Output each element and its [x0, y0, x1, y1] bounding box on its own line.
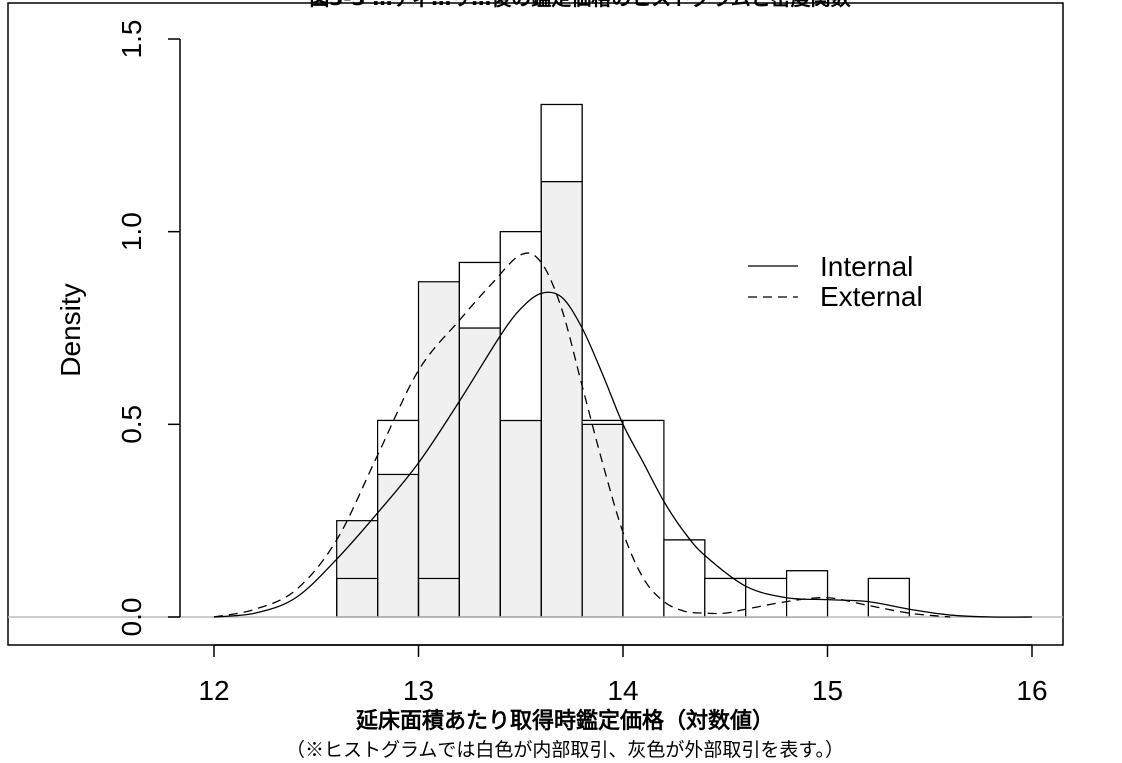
bar-internal-top [540, 103, 583, 183]
bar-internal-top [704, 577, 747, 618]
y-tick-label: 0.5 [116, 405, 147, 444]
legend-label-external: External [820, 281, 923, 312]
y-tick-label: 1.5 [116, 20, 147, 59]
bar-internal-top [377, 419, 420, 476]
bars-external [336, 180, 624, 618]
density-curve-internal [213, 291, 1033, 618]
x-tick-label: 13 [403, 675, 434, 706]
chart-title: 図3-3 …ティ…リ…後の鑑定価格のヒストグラムと密度関数 [309, 0, 851, 10]
bar-external [581, 423, 624, 618]
bar-external [377, 473, 420, 618]
bar-internal-top [785, 570, 829, 618]
x-axis-note: （※ヒストグラムでは白色が内部取引、灰色が外部取引を表す。） [286, 739, 844, 761]
bar-external [458, 327, 501, 618]
bar-internal-top [499, 231, 542, 422]
x-axis: 12 13 14 15 16 [198, 644, 1048, 706]
x-axis-label: 延床面積あたり取得時鑑定価格（対数値） [355, 708, 774, 734]
x-tick-label: 12 [198, 675, 229, 706]
bar-internal-top [458, 261, 501, 329]
y-axis: 0.0 0.5 1.0 1.5 [116, 20, 181, 637]
bar-internal-top [663, 539, 706, 618]
bar-internal-top [745, 577, 788, 618]
bar-external [417, 281, 461, 618]
bar-internal-top [622, 419, 665, 618]
bars-internal [336, 103, 910, 618]
bar-internal-top [581, 419, 624, 425]
bar-internal-top [867, 577, 910, 618]
y-axis-label: Density [55, 283, 86, 376]
x-tick-label: 16 [1016, 675, 1047, 706]
bar-external [336, 520, 379, 618]
x-tick-label: 14 [607, 675, 638, 706]
x-tick-label: 15 [812, 675, 843, 706]
y-tick-label: 1.0 [116, 212, 147, 251]
bar-external [499, 419, 542, 618]
legend: Internal External [748, 251, 923, 312]
bar-external [540, 180, 583, 618]
legend-label-internal: Internal [820, 251, 913, 282]
y-tick-label: 0.0 [116, 598, 147, 637]
density-curve-external [213, 252, 951, 618]
